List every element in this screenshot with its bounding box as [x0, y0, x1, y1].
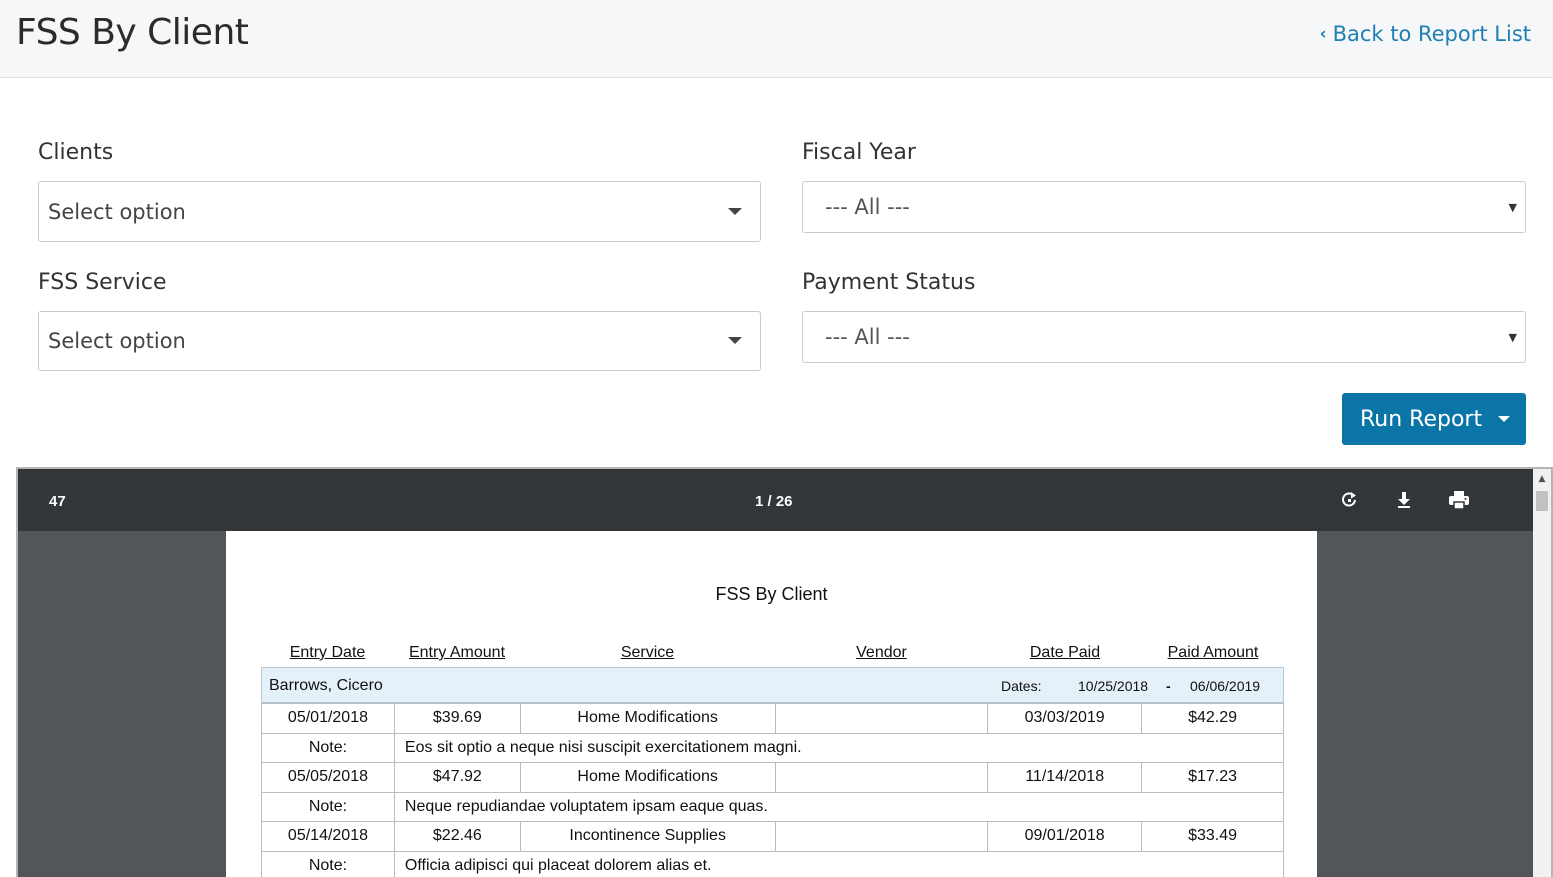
client-name: Barrows, Cicero [269, 677, 383, 694]
caret-down-icon: ▼ [1508, 331, 1517, 344]
fss-service-select-value: Select option [48, 329, 186, 353]
payment-status-select-value: --- All --- [825, 325, 910, 349]
pdf-document-title: 47 [49, 493, 66, 510]
page-title: FSS By Client [16, 12, 249, 53]
column-header-entry-amount: Entry Amount [408, 644, 506, 661]
vendor [774, 821, 989, 852]
date-paid: 03/03/2019 [987, 703, 1143, 734]
date-range-separator: - [1166, 678, 1171, 694]
note-text: Officia adipisci qui placeat dolorem ali… [393, 850, 1285, 877]
table-row: 05/05/2018 $47.92 Home Modifications 11/… [261, 762, 1284, 793]
paid-amount: $33.49 [1141, 821, 1284, 852]
entry-date: 05/05/2018 [261, 762, 395, 793]
pdf-page-indicator: 1 / 26 [755, 493, 793, 510]
caret-down-icon: ▼ [1508, 201, 1517, 214]
run-report-button[interactable]: Run Report [1342, 393, 1526, 445]
date-paid: 09/01/2018 [987, 821, 1143, 852]
scroll-thumb[interactable] [1536, 491, 1548, 511]
table-row: 05/01/2018 $39.69 Home Modifications 03/… [261, 703, 1284, 734]
download-icon[interactable] [1391, 487, 1417, 513]
service: Incontinence Supplies [519, 821, 776, 852]
report-table: 05/01/2018 $39.69 Home Modifications 03/… [261, 703, 1285, 877]
note-text: Eos sit optio a neque nisi suscipit exer… [393, 732, 1285, 763]
payment-status-select[interactable]: --- All --- ▼ [802, 311, 1526, 363]
fiscal-year-select[interactable]: --- All --- ▼ [802, 181, 1526, 233]
note-row: Note: Neque repudiandae voluptatem ipsam… [261, 791, 1285, 822]
date-range-start: 10/25/2018 [1078, 678, 1149, 694]
note-label: Note: [261, 732, 395, 763]
entry-amount: $39.69 [393, 703, 521, 734]
clients-label: Clients [38, 140, 114, 165]
page-header: FSS By Client ‹ Back to Report List [0, 0, 1553, 78]
viewer-scrollbar[interactable]: ▲ [1533, 469, 1551, 877]
pdf-toolbar: 47 1 / 26 [18, 469, 1551, 531]
caret-down-icon [728, 337, 742, 344]
note-label: Note: [261, 791, 395, 822]
clients-select[interactable]: Select option [38, 181, 761, 242]
dates-label: Dates: [1001, 678, 1042, 694]
print-icon[interactable] [1446, 487, 1472, 513]
client-group-header: Barrows, Cicero Dates: 10/25/2018 - 06/0… [261, 667, 1284, 703]
fss-service-label: FSS Service [38, 270, 167, 295]
payment-status-label: Payment Status [802, 270, 976, 295]
rotate-icon[interactable] [1336, 487, 1362, 513]
fiscal-year-select-value: --- All --- [825, 195, 910, 219]
pdf-viewer: 47 1 / 26 ▲ [16, 467, 1553, 877]
column-header-service: Service [620, 644, 675, 661]
note-row: Note: Officia adipisci qui placeat dolor… [261, 850, 1285, 877]
report-title: FSS By Client [715, 584, 828, 604]
vendor [774, 762, 989, 793]
chevron-left-icon: ‹ [1319, 24, 1327, 44]
fiscal-year-label: Fiscal Year [802, 140, 916, 165]
entry-amount: $22.46 [393, 821, 521, 852]
table-row: 05/14/2018 $22.46 Incontinence Supplies … [261, 821, 1284, 852]
back-to-report-list-link[interactable]: ‹ Back to Report List [1320, 22, 1531, 46]
scroll-up-arrow-icon[interactable]: ▲ [1538, 474, 1546, 484]
service: Home Modifications [519, 703, 776, 734]
column-header-paid-amount: Paid Amount [1167, 644, 1259, 661]
note-text: Neque repudiandae voluptatem ipsam eaque… [393, 791, 1285, 822]
vendor [774, 703, 989, 734]
date-paid: 11/14/2018 [987, 762, 1143, 793]
clients-select-value: Select option [48, 199, 186, 224]
run-report-label: Run Report [1360, 406, 1483, 432]
column-header-entry-date: Entry Date [289, 644, 366, 661]
note-row: Note: Eos sit optio a neque nisi suscipi… [261, 732, 1285, 763]
paid-amount: $42.29 [1141, 703, 1284, 734]
caret-down-icon [1498, 416, 1510, 422]
caret-down-icon [728, 207, 742, 215]
run-report-dropdown-toggle[interactable] [1482, 393, 1526, 445]
fss-service-select[interactable]: Select option [38, 311, 761, 371]
column-header-vendor: Vendor [856, 644, 907, 661]
note-label: Note: [261, 850, 395, 877]
entry-date: 05/14/2018 [261, 821, 395, 852]
service: Home Modifications [519, 762, 776, 793]
column-header-date-paid: Date Paid [1029, 644, 1101, 661]
pdf-page: FSS By Client Entry Date Entry Amount Se… [226, 531, 1317, 877]
back-link-label: Back to Report List [1332, 22, 1531, 46]
date-range-end: 06/06/2019 [1190, 678, 1261, 694]
entry-amount: $47.92 [393, 762, 521, 793]
entry-date: 05/01/2018 [261, 703, 395, 734]
paid-amount: $17.23 [1141, 762, 1284, 793]
